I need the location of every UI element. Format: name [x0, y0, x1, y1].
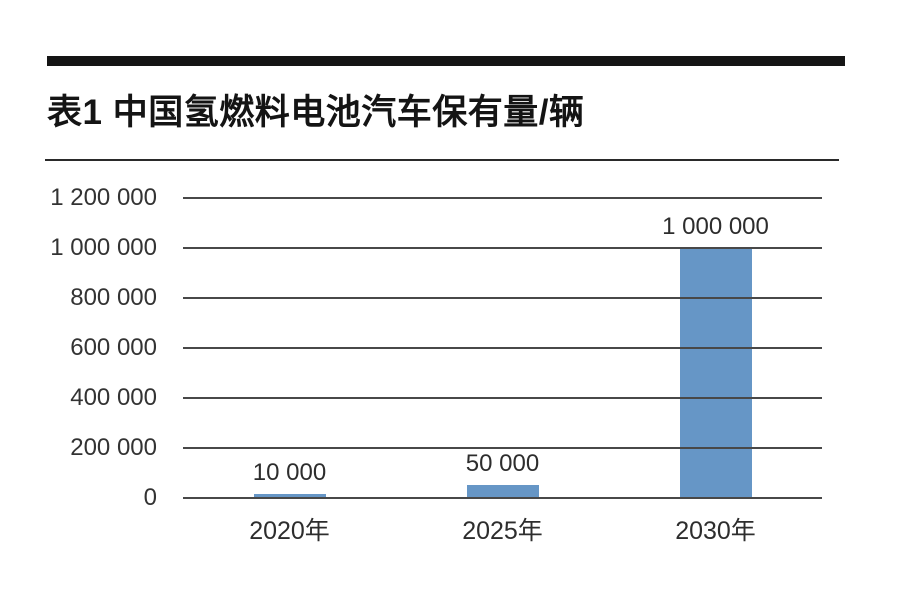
y-axis-tick-label: 800 000 — [70, 284, 157, 311]
gridline — [183, 297, 822, 299]
gridline — [183, 197, 822, 199]
bar-value-label-2020: 10 000 — [252, 459, 327, 486]
y-axis: 0 200 000 400 000 600 000 800 000 1 000 000 1 … — [20, 184, 170, 511]
bar-group-2020: 10 000 2020年 — [183, 198, 396, 545]
bar-slots: 10 000 2020年 50 000 2025年 1 000 000 2030… — [183, 198, 822, 545]
gridline — [183, 447, 822, 449]
title-underline-rule — [45, 159, 839, 161]
y-axis-tick-label: 0 — [143, 484, 157, 511]
title-top-rule — [47, 56, 845, 66]
bar-value-label-2030: 1 000 000 — [662, 213, 769, 240]
gridline — [183, 397, 822, 399]
bar-value-label-2025: 50 000 — [465, 450, 540, 477]
bar-2020 — [253, 494, 326, 498]
x-axis-label-2020: 2020年 — [249, 517, 330, 545]
bar-2030 — [679, 248, 752, 498]
bar-2025 — [466, 485, 539, 498]
gridline — [183, 247, 822, 249]
y-axis-tick-label: 1 200 000 — [50, 184, 157, 211]
chart-title: 表1 中国氢燃料电池汽车保有量/辆 — [47, 93, 585, 132]
gridline — [183, 497, 822, 499]
bar-group-2025: 50 000 2025年 — [396, 198, 609, 545]
plot-area: 10 000 2020年 50 000 2025年 1 000 000 2030… — [183, 197, 822, 545]
y-axis-tick-label: 600 000 — [70, 334, 157, 361]
bar-group-2030: 1 000 000 2030年 — [609, 198, 822, 545]
x-axis-label-2025: 2025年 — [462, 517, 543, 545]
gridline — [183, 347, 822, 349]
x-axis-label-2030: 2030年 — [675, 517, 756, 545]
y-axis-tick-label: 200 000 — [70, 434, 157, 461]
y-axis-tick-label: 400 000 — [70, 384, 157, 411]
y-axis-tick-label: 1 000 000 — [50, 234, 157, 261]
